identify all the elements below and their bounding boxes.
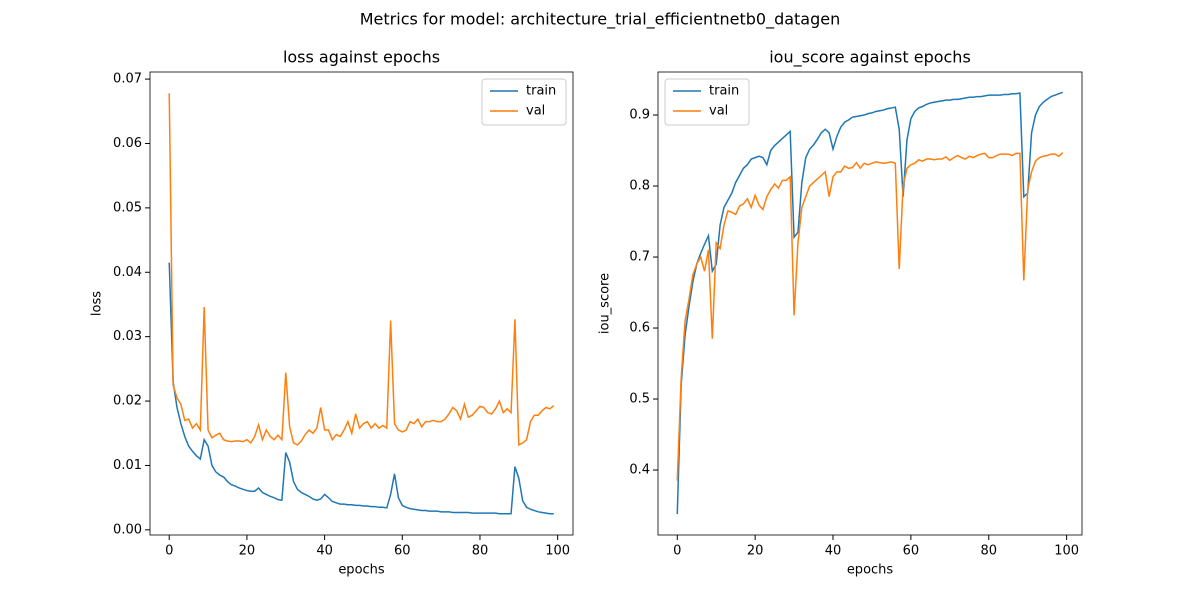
x-axis-label: epochs (847, 563, 894, 578)
y-tick-label: 0.6 (629, 321, 650, 336)
series-line (676, 91, 1063, 515)
x-tick-label: 0 (165, 544, 173, 559)
x-tick-label: 80 (472, 544, 489, 559)
y-tick-label: 0.01 (113, 458, 142, 473)
x-tick-label: 100 (545, 544, 570, 559)
y-tick-label: 0.00 (113, 522, 142, 537)
y-tick-label: 0.9 (629, 108, 650, 123)
axes-title: loss against epochs (283, 48, 440, 67)
y-tick-label: 0.07 (113, 72, 142, 87)
x-tick-label: 100 (1054, 544, 1079, 559)
x-tick-label: 60 (394, 544, 411, 559)
legend-label: val (709, 104, 728, 119)
series-line (168, 93, 555, 447)
series-line (676, 152, 1064, 481)
y-tick-label: 0.03 (113, 329, 142, 344)
x-tick-label: 40 (825, 544, 842, 559)
y-tick-label: 0.06 (113, 136, 142, 151)
x-tick-label: 0 (673, 544, 681, 559)
axes-frame (657, 71, 1083, 536)
y-tick-label: 0.4 (629, 463, 650, 478)
x-tick-label: 80 (980, 544, 997, 559)
x-tick-label: 20 (239, 544, 256, 559)
y-tick-label: 0.05 (113, 200, 142, 215)
axes-frame (149, 71, 574, 536)
y-tick-label: 0.5 (629, 392, 650, 407)
x-tick-label: 40 (316, 544, 333, 559)
y-axis-label: loss (90, 291, 105, 316)
axes-title: iou_score against epochs (769, 48, 971, 68)
y-tick-label: 0.02 (113, 394, 142, 409)
y-tick-label: 0.04 (113, 265, 142, 280)
y-tick-label: 0.8 (629, 179, 650, 194)
figure-title: Metrics for model: architecture_trial_ef… (360, 10, 841, 30)
y-tick-label: 0.7 (629, 250, 650, 265)
legend-label: train (709, 84, 739, 99)
legend: train val (664, 78, 750, 126)
y-axis-label: iou_score (598, 273, 613, 334)
legend-label: val (526, 104, 545, 119)
x-axis-label: epochs (338, 563, 385, 578)
x-tick-label: 60 (903, 544, 920, 559)
series-line (168, 262, 554, 515)
legend: train val (481, 78, 567, 126)
legend-label: train (526, 84, 556, 99)
x-tick-label: 20 (747, 544, 764, 559)
